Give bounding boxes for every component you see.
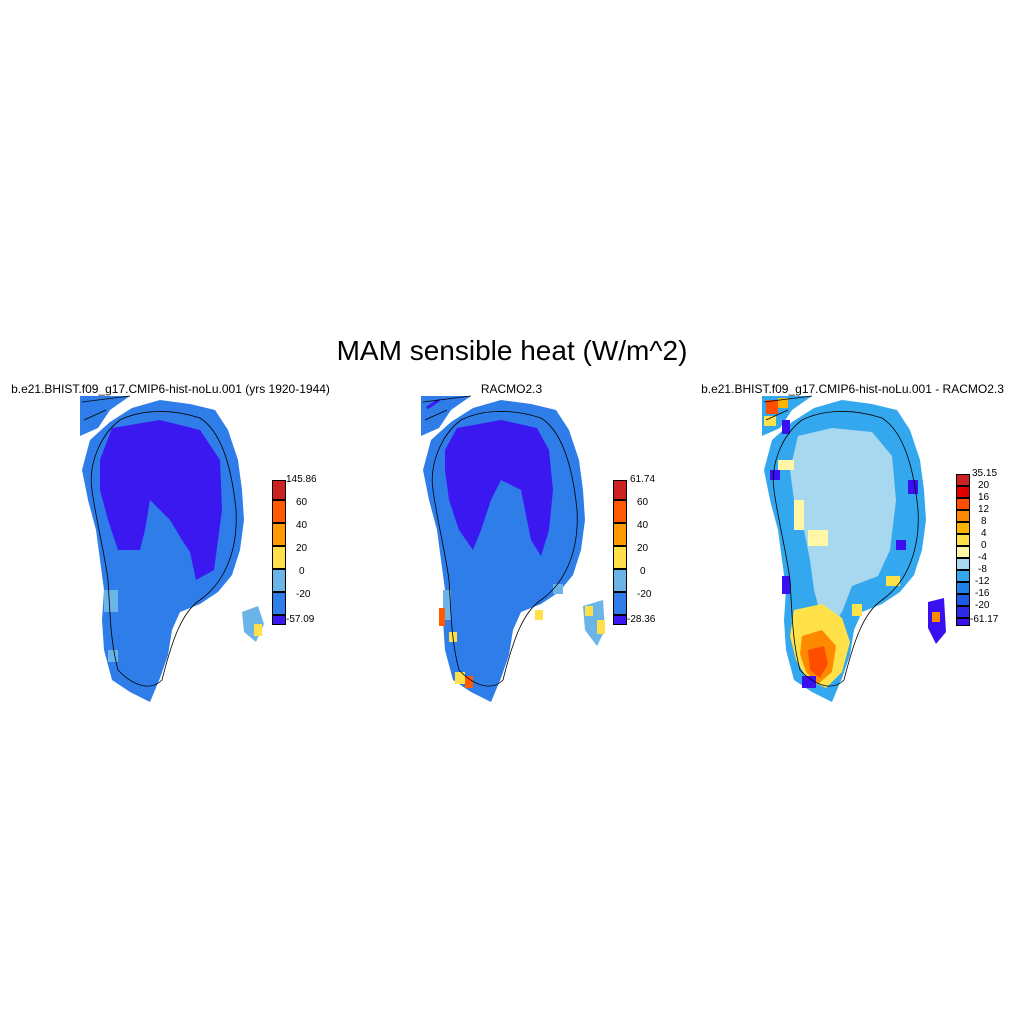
colorbar-label: 145.86 bbox=[286, 474, 317, 485]
coastline bbox=[90, 411, 237, 687]
colorbar-label: 60 bbox=[296, 497, 308, 508]
panel-difference: b.e21.BHIST.f09_g17.CMIP6-hist-noLu.001 … bbox=[682, 380, 1023, 710]
colorbar-label: 0 bbox=[299, 566, 305, 577]
colorbar-swatch bbox=[956, 570, 970, 582]
coastal-patch bbox=[553, 584, 563, 594]
colorbar-swatch bbox=[613, 523, 627, 546]
greenland-map-model bbox=[80, 395, 264, 702]
ellesmere-land bbox=[80, 396, 130, 436]
panel-racmo: RACMO2.3 61.74 60 40 20 0 -20 -28.36 bbox=[341, 380, 682, 710]
colorbar-swatch bbox=[613, 500, 627, 523]
coastal-cold-edge bbox=[908, 480, 918, 494]
colorbar-swatch bbox=[956, 498, 970, 510]
colorbar-swatch bbox=[956, 582, 970, 594]
coastal-warm-patch bbox=[465, 676, 473, 688]
colorbar-label: 20 bbox=[296, 543, 308, 554]
colorbar-label: -4 bbox=[978, 552, 987, 563]
colorbar-label: -20 bbox=[296, 589, 311, 600]
colorbar-swatch bbox=[956, 606, 970, 618]
colorbar-swatch bbox=[272, 480, 286, 500]
colorbar-label: 40 bbox=[637, 520, 649, 531]
colorbar-label: 40 bbox=[296, 520, 308, 531]
colorbar-swatch bbox=[613, 569, 627, 592]
colorbar-swatch bbox=[613, 592, 627, 615]
interior-cold-core bbox=[100, 420, 222, 580]
colorbar-swatch bbox=[613, 546, 627, 569]
colorbar-label: 61.74 bbox=[630, 474, 656, 485]
colorbar-label: 0 bbox=[640, 566, 646, 577]
colorbar-swatch bbox=[613, 480, 627, 500]
panel-title: b.e21.BHIST.f09_g17.CMIP6-hist-noLu.001 … bbox=[11, 382, 330, 396]
interior-neutral bbox=[790, 428, 896, 626]
colorbar-swatch bbox=[956, 618, 970, 626]
coastal-patch bbox=[443, 590, 451, 620]
colorbar-label: -20 bbox=[975, 600, 990, 611]
colorbar-swatch bbox=[272, 546, 286, 569]
greenland-map-racmo bbox=[421, 395, 605, 702]
iceland-warm-patch bbox=[585, 606, 593, 616]
colorbar-label: 60 bbox=[637, 497, 649, 508]
colorbar-swatch bbox=[956, 522, 970, 534]
colorbar-label: -12 bbox=[975, 576, 990, 587]
colorbar-label: 0 bbox=[981, 540, 987, 551]
colorbar-label: 12 bbox=[978, 504, 990, 515]
colorbar-swatch bbox=[956, 546, 970, 558]
coastal-warm-patch bbox=[535, 610, 543, 620]
panel-model: b.e21.BHIST.f09_g17.CMIP6-hist-noLu.001 … bbox=[0, 380, 341, 710]
coastal-cold-edge bbox=[782, 420, 790, 434]
coastal-warm-patch bbox=[455, 672, 465, 684]
colorbar-swatch bbox=[956, 474, 970, 486]
colorbar-label: 20 bbox=[637, 543, 649, 554]
panel-title: RACMO2.3 bbox=[480, 382, 543, 396]
colorbar-swatch bbox=[272, 523, 286, 546]
colorbar-label: -8 bbox=[978, 564, 987, 575]
figure-title: MAM sensible heat (W/m^2) bbox=[336, 335, 688, 366]
colorbar-label: -61.17 bbox=[970, 614, 999, 625]
colorbar-label: 4 bbox=[981, 528, 987, 539]
greenland-map-difference bbox=[762, 395, 946, 702]
colorbar-label: -57.09 bbox=[286, 614, 315, 625]
colorbar-swatch bbox=[613, 615, 627, 625]
colorbar-label: -16 bbox=[975, 588, 990, 599]
colorbar-swatch bbox=[272, 569, 286, 592]
colorbar-swatch bbox=[956, 486, 970, 498]
south-core-anomaly bbox=[808, 646, 828, 678]
colorbar-swatch bbox=[956, 558, 970, 570]
colorbar-label: 16 bbox=[978, 492, 990, 503]
iceland-warm-patch bbox=[597, 620, 605, 634]
coastal-cold-edge bbox=[770, 470, 780, 480]
coastal-cold-edge bbox=[782, 576, 790, 594]
coastline bbox=[772, 411, 919, 687]
colorbar-swatch bbox=[956, 510, 970, 522]
panel-title: b.e21.BHIST.f09_g17.CMIP6-hist-noLu.001 … bbox=[701, 382, 1004, 396]
colorbar-swatch bbox=[956, 534, 970, 546]
coastal-cold-edge bbox=[802, 676, 816, 688]
colorbar-swatch bbox=[956, 594, 970, 606]
colorbar-label: -20 bbox=[637, 589, 652, 600]
coastal-warm-patch bbox=[439, 608, 445, 626]
colorbar-label: 35.15 bbox=[972, 468, 998, 479]
colorbar-label: -28.36 bbox=[627, 614, 656, 625]
iceland-warm-patch bbox=[254, 624, 262, 636]
coastal-patch bbox=[104, 590, 118, 612]
colorbar-label: 8 bbox=[981, 516, 987, 527]
colorbar-swatch bbox=[272, 592, 286, 615]
colorbar-label: 20 bbox=[978, 480, 990, 491]
colorbar-swatch bbox=[272, 615, 286, 625]
coastal-patch bbox=[108, 650, 118, 662]
coastline bbox=[431, 411, 578, 687]
colorbar-swatch bbox=[272, 500, 286, 523]
interior-cold-core bbox=[445, 420, 553, 556]
ellesmere-land bbox=[421, 396, 471, 436]
coastal-cold-edge bbox=[896, 540, 906, 550]
